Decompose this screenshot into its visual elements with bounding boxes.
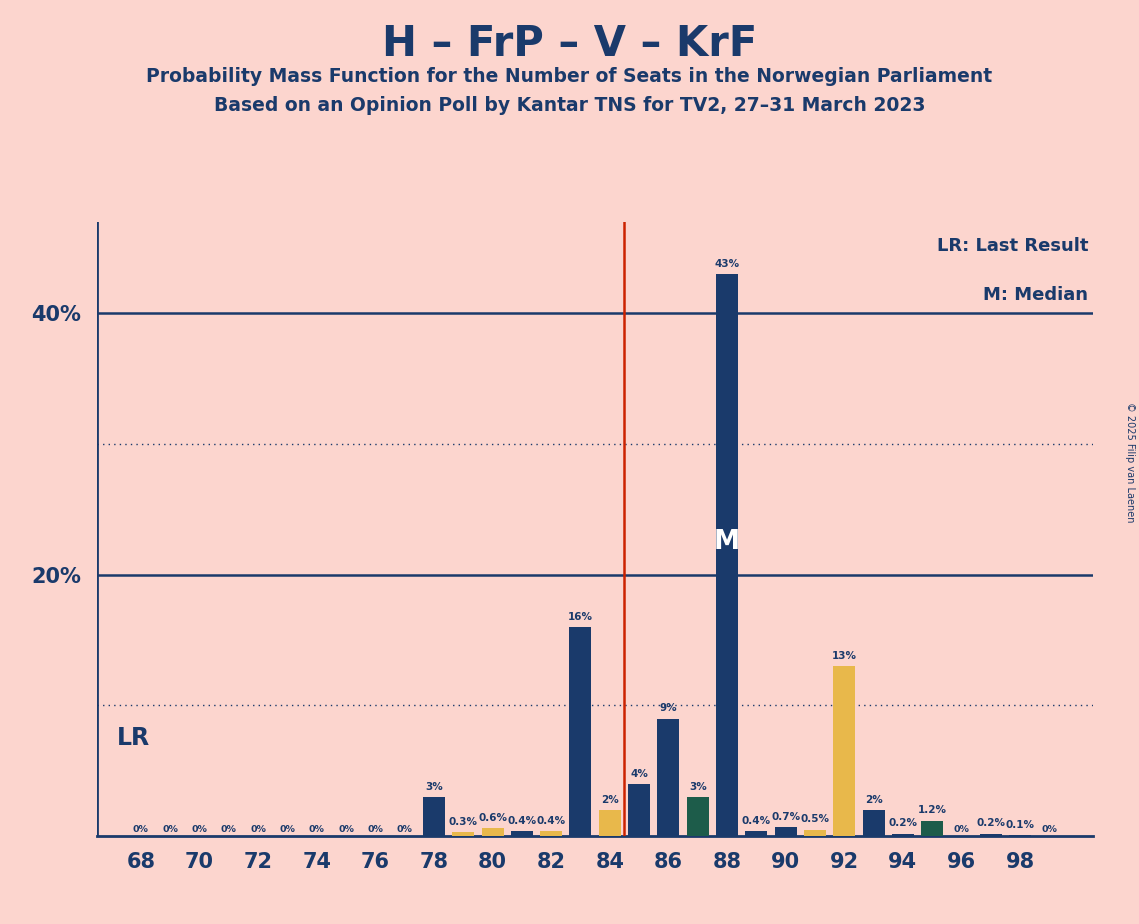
Text: 0.2%: 0.2% <box>888 819 917 829</box>
Text: 0.6%: 0.6% <box>478 813 507 823</box>
Bar <box>628 784 650 836</box>
Bar <box>775 827 796 836</box>
Bar <box>599 810 621 836</box>
Text: 0%: 0% <box>251 824 267 833</box>
Text: 1.2%: 1.2% <box>918 806 947 815</box>
Text: 0%: 0% <box>338 824 354 833</box>
Text: 0.1%: 0.1% <box>1006 820 1034 830</box>
Text: 0%: 0% <box>162 824 178 833</box>
Text: 0%: 0% <box>368 824 383 833</box>
Text: M: Median: M: Median <box>983 286 1089 304</box>
Text: 0.7%: 0.7% <box>771 812 801 821</box>
Text: 0%: 0% <box>953 824 969 833</box>
Text: LR: Last Result: LR: Last Result <box>937 237 1089 255</box>
Text: 43%: 43% <box>714 259 739 269</box>
Text: Based on an Opinion Poll by Kantar TNS for TV2, 27–31 March 2023: Based on an Opinion Poll by Kantar TNS f… <box>214 96 925 116</box>
Bar <box>657 719 679 836</box>
Bar <box>892 833 913 836</box>
Text: 3%: 3% <box>425 782 443 792</box>
Bar <box>423 797 445 836</box>
Bar <box>716 274 738 836</box>
Text: LR: LR <box>117 726 150 750</box>
Text: M: M <box>714 529 740 555</box>
Bar <box>804 830 826 836</box>
Text: 13%: 13% <box>831 651 857 661</box>
Bar <box>570 627 591 836</box>
Text: 0.5%: 0.5% <box>801 814 829 824</box>
Text: 0%: 0% <box>1041 824 1057 833</box>
Text: 16%: 16% <box>568 612 593 622</box>
Text: 9%: 9% <box>659 703 678 713</box>
Bar <box>1009 835 1031 836</box>
Text: 0.4%: 0.4% <box>536 816 566 826</box>
Bar <box>511 831 533 836</box>
Bar <box>921 821 943 836</box>
Text: 0%: 0% <box>396 824 412 833</box>
Text: H – FrP – V – KrF: H – FrP – V – KrF <box>382 23 757 65</box>
Text: 0%: 0% <box>221 824 237 833</box>
Text: 4%: 4% <box>630 769 648 779</box>
Bar <box>452 833 474 836</box>
Text: 0%: 0% <box>191 824 207 833</box>
Bar <box>980 833 1002 836</box>
Bar <box>482 829 503 836</box>
Text: 2%: 2% <box>601 795 618 805</box>
Bar <box>834 666 855 836</box>
Bar <box>862 810 885 836</box>
Text: Probability Mass Function for the Number of Seats in the Norwegian Parliament: Probability Mass Function for the Number… <box>147 67 992 86</box>
Text: © 2025 Filip van Laenen: © 2025 Filip van Laenen <box>1125 402 1134 522</box>
Text: 0.4%: 0.4% <box>507 816 536 826</box>
Bar <box>745 831 768 836</box>
Text: 2%: 2% <box>865 795 883 805</box>
Text: 0%: 0% <box>133 824 149 833</box>
Text: 0.4%: 0.4% <box>741 816 771 826</box>
Text: 0%: 0% <box>309 824 325 833</box>
Bar <box>687 797 708 836</box>
Bar <box>540 831 563 836</box>
Text: 3%: 3% <box>689 782 706 792</box>
Text: 0.3%: 0.3% <box>449 817 477 827</box>
Text: 0.2%: 0.2% <box>976 819 1006 829</box>
Text: 0%: 0% <box>279 824 295 833</box>
